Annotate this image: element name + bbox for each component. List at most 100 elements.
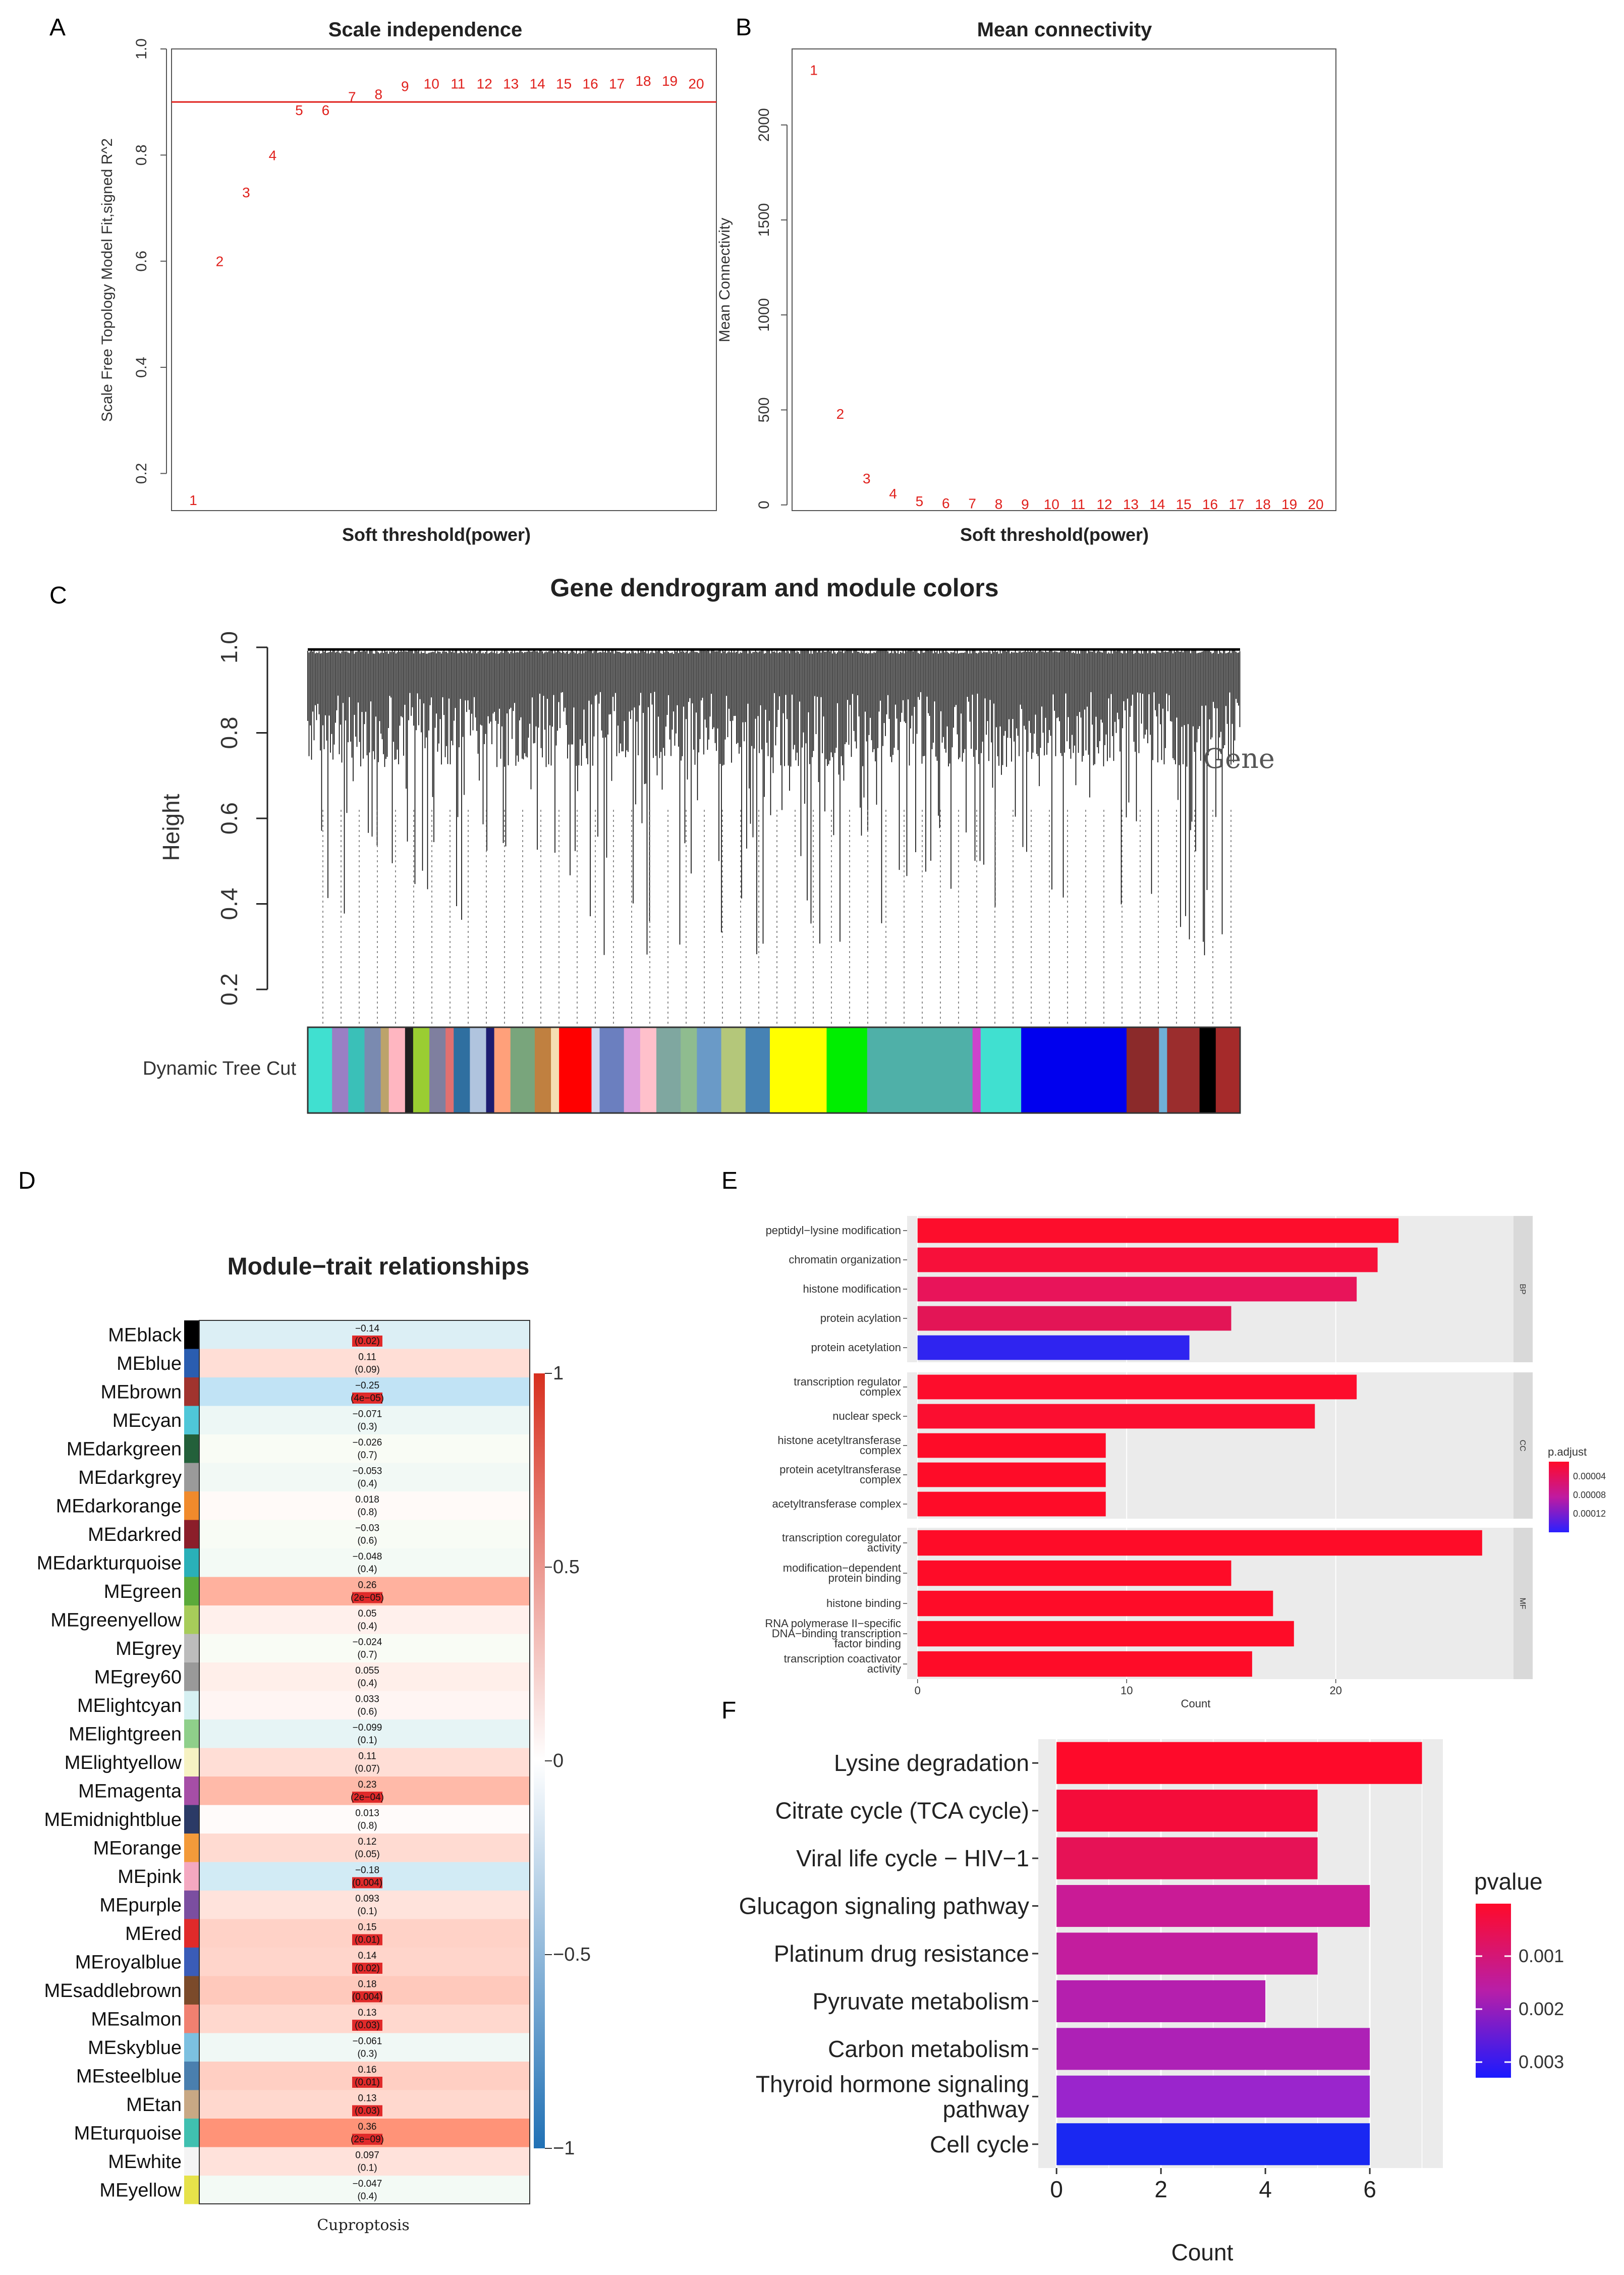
panel-d-module-swatch [184, 1834, 199, 1862]
panel-d-module-label: MEorange [93, 1838, 182, 1859]
panel-d-cell [199, 1463, 530, 1491]
panel-a-point: 13 [503, 76, 519, 91]
panel-e-bar-label: DNA−binding transcription [772, 1627, 901, 1640]
panel-c-color-block [697, 1027, 722, 1113]
panel-a-point: 2 [216, 254, 224, 269]
panel-b-ytick-label: 1000 [756, 298, 772, 332]
panel-d-module-swatch [184, 1463, 199, 1491]
panel-d-scale-ticks: 1 0.5 0 −0.5 −1 [545, 1363, 591, 2159]
panel-e-bar-label: RNA polymerase II−specific [765, 1617, 901, 1630]
panel-c-color-block [624, 1027, 641, 1113]
panel-c-color-block [591, 1027, 600, 1113]
panel-d-cell [199, 1605, 530, 1634]
panel-d-corr-value: −0.25 [355, 1380, 379, 1391]
panel-c-dendrogram: Gene dendrogram and module colors Height… [143, 574, 1275, 1114]
panel-d-module-label: MEsalmon [91, 2009, 182, 2030]
panel-c-color-block [308, 1027, 332, 1113]
panel-c-color-block [826, 1027, 868, 1113]
panel-f-bar-label: Citrate cycle (TCA cycle) [775, 1798, 1029, 1824]
panel-a-point: 9 [401, 79, 409, 94]
panel-d-p-value: (0.09) [355, 1365, 380, 1375]
panel-e-bar-label: transcription coactivator [784, 1652, 901, 1665]
panel-letter-d: D [18, 1168, 36, 1194]
panel-d-cell [199, 1662, 530, 1691]
panel-e-xaxis: 0 10 20 [915, 1679, 1342, 1697]
panel-d-sig-highlight [352, 2134, 382, 2145]
panel-b-point: 16 [1202, 496, 1218, 512]
panel-e-xlabel: Count [1181, 1697, 1211, 1710]
panel-a-point: 14 [530, 76, 545, 91]
panel-letter-a: A [49, 14, 66, 41]
panel-e-bar [917, 1560, 1231, 1586]
panel-d-corr-value: 0.033 [355, 1694, 379, 1705]
panel-d-module-swatch [184, 1320, 199, 1349]
panel-d-module-label: MEpurple [99, 1895, 182, 1916]
panel-e-xtick-label: 20 [1329, 1684, 1341, 1697]
panel-d-module-swatch [184, 1434, 199, 1463]
panel-d-cell [199, 1406, 530, 1434]
panel-a-point: 12 [477, 76, 492, 91]
panel-b-ytick-label: 0 [756, 501, 772, 509]
panel-d-corr-value: 0.13 [358, 2008, 377, 2018]
panel-f-bar [1056, 2075, 1370, 2118]
panel-e-bar-label: transcription regulator [794, 1375, 901, 1388]
panel-f-legend-title: pvalue [1474, 1868, 1543, 1895]
panel-a-point: 19 [662, 73, 678, 89]
panel-b-point: 11 [1071, 496, 1085, 512]
panel-a-ytick-label: 1.0 [133, 38, 150, 60]
panel-c-color-block [867, 1027, 973, 1113]
panel-e-bar-label: peptidyl−lysine modification [766, 1224, 901, 1237]
panel-letter-f: F [721, 1697, 736, 1724]
panel-d-p-value: (0.05) [355, 1849, 380, 1860]
panel-c-color-block [721, 1027, 746, 1113]
panel-e-bar [917, 1306, 1231, 1331]
panel-e-bar [917, 1621, 1294, 1647]
panel-e-bar-label: activity [867, 1662, 901, 1675]
panel-c-color-block [445, 1027, 454, 1113]
panel-d-title: Module−trait relationships [228, 1253, 530, 1280]
panel-d-module-label: MEcyan [113, 1410, 182, 1431]
panel-d-p-value: (0.6) [357, 1536, 377, 1546]
panel-c-color-block [332, 1027, 349, 1113]
panel-d-corr-value: −0.048 [353, 1551, 382, 1562]
panel-d-module-label: MEdarkred [88, 1524, 182, 1545]
panel-f-bar [1056, 1742, 1422, 1784]
panel-d-corr-value: −0.18 [355, 1865, 379, 1876]
panel-b-point: 8 [995, 496, 1003, 512]
panel-e-bar-label: protein acetylation [811, 1341, 901, 1354]
panel-b-xlabel: Soft threshold(power) [960, 524, 1149, 545]
panel-d-module-label: MEsteelblue [76, 2066, 182, 2087]
panel-d-module-swatch [184, 1349, 199, 1377]
panel-d-corr-value: −0.024 [353, 1637, 382, 1648]
panel-e-bar [917, 1433, 1106, 1458]
panel-f-legend-label: 0.002 [1519, 1999, 1564, 2019]
panel-d-p-value: (2e−04) [351, 1792, 384, 1803]
panel-f-kegg-enrichment: Lysine degradation Citrate cycle (TCA cyc… [739, 1739, 1564, 2265]
panel-c-color-block [1159, 1027, 1167, 1113]
panel-e-legend-label: 0.00012 [1573, 1509, 1606, 1519]
panel-f-bar [1056, 1885, 1370, 1927]
panel-d-module-swatch [184, 2005, 199, 2033]
panel-c-color-block [599, 1027, 625, 1113]
panel-b-ytick-label: 2000 [756, 108, 772, 142]
panel-c-color-block [640, 1027, 657, 1113]
panel-c-ylabel: Height [158, 794, 184, 861]
panel-a-ytick-label: 0.6 [133, 251, 150, 272]
panel-d-cell [199, 1805, 530, 1834]
panel-e-bar-label: protein binding [828, 1572, 901, 1584]
panel-d-module-label: MEgrey60 [94, 1667, 182, 1688]
panel-b-point: 9 [1021, 496, 1029, 512]
panel-d-sig-highlight [352, 1393, 382, 1404]
panel-e-xtick-label: 10 [1121, 1684, 1133, 1697]
panel-e-bar [917, 1404, 1315, 1429]
panel-e-go-enrichment: BP peptidyl−lysine modification chromatin … [765, 1216, 1606, 1710]
panel-d-p-value: (0.4) [357, 1621, 377, 1632]
panel-d-corr-value: 0.36 [358, 2122, 377, 2132]
panel-d-corr-value: 0.018 [355, 1494, 379, 1505]
panel-d-p-value: (0.4) [357, 1564, 377, 1575]
panel-d-p-value: (0.07) [355, 1764, 380, 1774]
panel-e-bar [917, 1491, 1106, 1517]
panel-b-point: 10 [1044, 496, 1059, 512]
